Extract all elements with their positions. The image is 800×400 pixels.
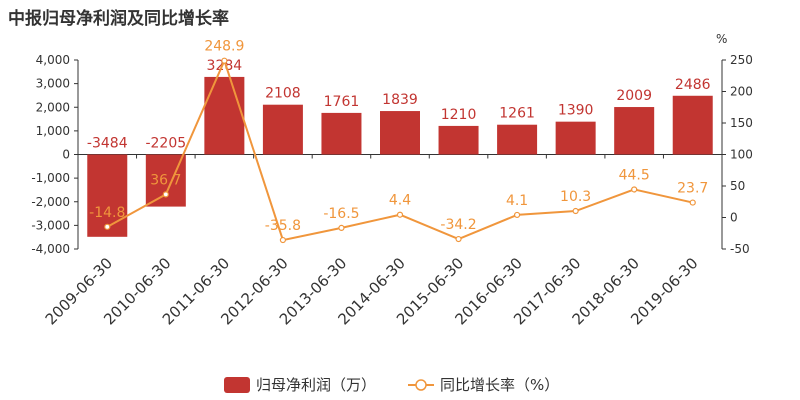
- bar-value-label: 2009: [616, 88, 652, 104]
- line-point: [338, 224, 345, 231]
- bar: [262, 104, 303, 155]
- line-value-label: -35.8: [265, 218, 301, 234]
- y-right-axis-label: %: [716, 32, 727, 46]
- y-right-tick-label: 100: [730, 148, 753, 162]
- y-right-tick-label: -50: [730, 242, 750, 256]
- line-point: [689, 199, 696, 206]
- line-point: [631, 186, 638, 193]
- y-left-tick-label: 1,000: [36, 124, 70, 138]
- line-point: [162, 191, 169, 198]
- bar: [321, 112, 362, 155]
- line-point: [396, 211, 404, 218]
- line-value-label: 44.5: [619, 167, 650, 183]
- y-right-tick-label: 0: [730, 211, 738, 225]
- bar-value-label: -2205: [145, 136, 186, 152]
- bar-value-label: 1261: [499, 106, 535, 122]
- bar-value-label: 1210: [441, 107, 477, 123]
- line-value-label: 4.4: [389, 193, 411, 209]
- bar: [555, 121, 596, 155]
- y-left-tick-label: 0: [62, 148, 70, 162]
- y-right-tick-label: 200: [730, 85, 753, 99]
- y-right-tick-label: 50: [730, 179, 745, 193]
- bar: [87, 154, 128, 237]
- y-left-tick-label: 2,000: [36, 100, 70, 114]
- y-left-tick-label: -4,000: [31, 242, 70, 256]
- y-left-tick-label: -2,000: [31, 195, 70, 209]
- bar: [672, 95, 713, 155]
- line-value-label: 4.1: [506, 193, 528, 209]
- y-left-tick-label: 3,000: [36, 77, 70, 91]
- chart-title: 中报归母净利润及同比增长率: [8, 9, 229, 29]
- y-left-tick-label: 4,000: [36, 53, 70, 67]
- line-point: [221, 57, 228, 64]
- bar-value-label: 1390: [558, 103, 594, 119]
- bar-value-label: 3284: [207, 58, 243, 74]
- line-point: [104, 223, 111, 230]
- line-point: [572, 207, 579, 215]
- legend-line-label: 同比增长率（%）: [440, 376, 559, 394]
- line-value-label: -14.8: [89, 205, 125, 221]
- y-right-tick-label: 150: [730, 116, 753, 130]
- bar-value-label: 1761: [324, 94, 360, 110]
- bar: [204, 76, 245, 155]
- line-value-label: 23.7: [677, 181, 708, 197]
- line-value-label: -34.2: [440, 217, 476, 233]
- bar-value-label: 2108: [265, 86, 301, 102]
- bar-value-label: 2486: [675, 77, 711, 93]
- bar: [614, 107, 655, 155]
- y-left-tick-label: -1,000: [31, 171, 70, 185]
- legend-bar-label: 归母净利润（万）: [256, 376, 376, 394]
- bar: [380, 111, 420, 155]
- bar-value-label: 1839: [382, 92, 418, 108]
- line-value-label: 36.7: [150, 172, 181, 188]
- y-left-tick-label: -3,000: [31, 218, 70, 232]
- bar-value-label: -3484: [87, 136, 128, 152]
- legend-bar-swatch: [224, 377, 250, 393]
- line-point: [279, 236, 287, 244]
- line-point: [455, 235, 462, 243]
- line-value-label: -16.5: [323, 206, 359, 222]
- line-point: [513, 211, 521, 219]
- line-value-label: 10.3: [560, 189, 591, 205]
- bar: [438, 125, 479, 155]
- legend-line-marker: [415, 379, 427, 391]
- bar: [497, 124, 538, 155]
- line-value-label: 248.9: [204, 39, 244, 55]
- y-right-tick-label: 250: [730, 53, 753, 67]
